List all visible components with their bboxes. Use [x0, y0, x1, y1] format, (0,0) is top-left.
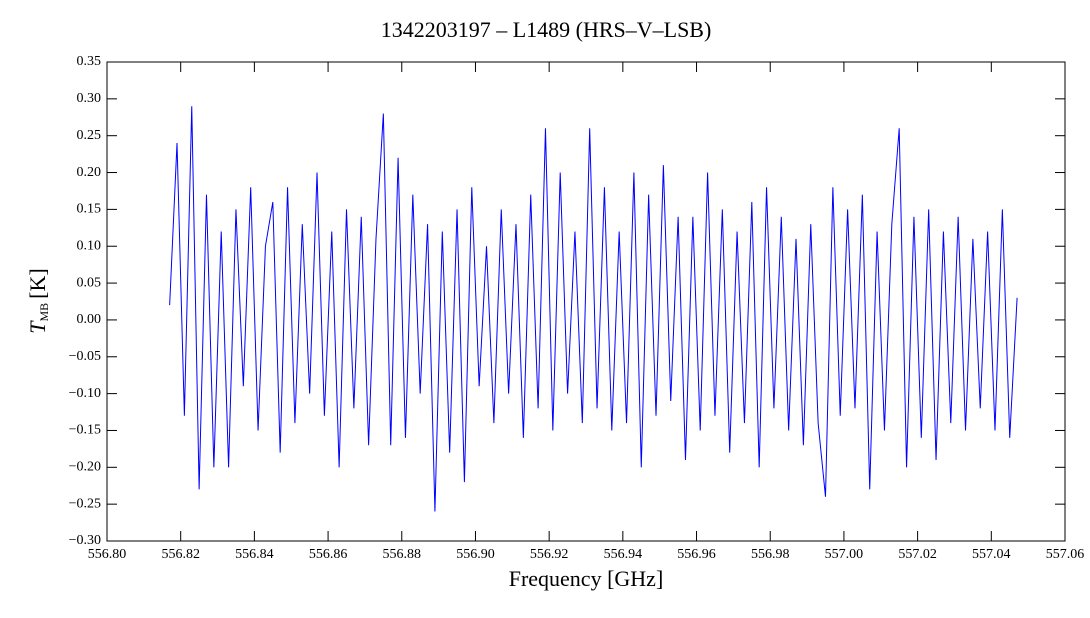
y-label-unit: [K] — [25, 268, 50, 299]
y-tick-label: −0.20 — [69, 460, 101, 475]
y-tick-label: 0.30 — [77, 91, 102, 106]
y-axis-label: TMB [K] — [25, 268, 51, 333]
spectrum-line — [169, 106, 1018, 512]
y-tick-label: 0.25 — [77, 128, 102, 143]
x-tick-label: 556.82 — [161, 547, 200, 562]
y-label-subscript: MB — [37, 303, 51, 322]
y-label-symbol: T — [25, 320, 50, 334]
x-tick-label: 556.88 — [383, 547, 422, 562]
y-tick-label: 0.15 — [77, 202, 102, 217]
x-tick-label: 556.94 — [604, 547, 643, 562]
y-tick-label: −0.25 — [69, 496, 101, 511]
y-tick-label: 0.10 — [77, 238, 102, 253]
y-tick-label: −0.10 — [69, 386, 101, 401]
x-tick-label: 556.96 — [677, 547, 716, 562]
x-tick-label: 557.06 — [1046, 547, 1085, 562]
y-tick-label: −0.15 — [69, 423, 101, 438]
x-tick-label: 557.04 — [972, 547, 1011, 562]
chart-title: 1342203197 – L1489 (HRS–V–LSB) — [381, 17, 712, 42]
y-tick-label: −0.05 — [69, 349, 101, 364]
x-tick-label: 556.84 — [235, 547, 274, 562]
y-tick-label: −0.30 — [69, 533, 101, 548]
x-tick-label: 556.80 — [88, 547, 127, 562]
x-axis-label: Frequency [GHz] — [509, 566, 664, 591]
x-tick-label: 557.02 — [898, 547, 937, 562]
y-tick-label: 0.00 — [77, 312, 102, 327]
y-tick-label: 0.20 — [77, 165, 102, 180]
x-tick-label: 556.98 — [751, 547, 790, 562]
x-tick-label: 556.86 — [309, 547, 348, 562]
x-tick-label: 557.00 — [825, 547, 864, 562]
x-tick-label: 556.92 — [530, 547, 569, 562]
x-tick-label: 556.90 — [456, 547, 495, 562]
y-tick-label: 0.35 — [77, 54, 102, 69]
y-tick-label: 0.05 — [77, 275, 102, 290]
plot-frame — [106, 61, 1066, 542]
